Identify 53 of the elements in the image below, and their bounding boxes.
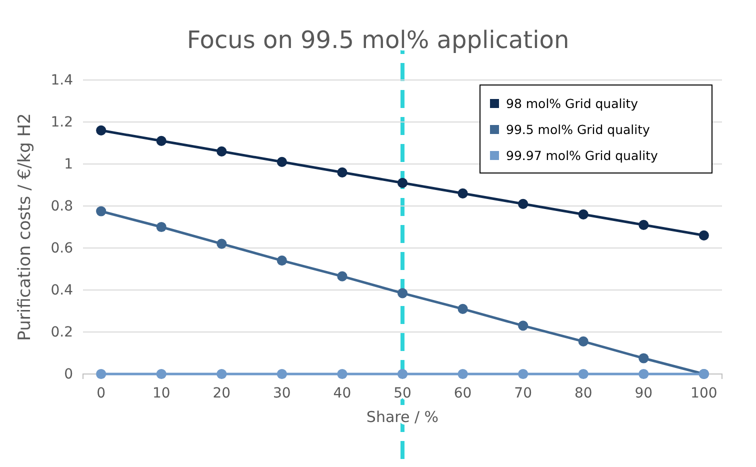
point: [216, 368, 227, 380]
point: [337, 167, 348, 178]
point: [96, 368, 106, 380]
point: [276, 156, 287, 167]
y-tick-label: 1: [64, 156, 73, 172]
y-axis-title: Purification costs / €/kg H2: [15, 113, 35, 341]
point: [578, 368, 588, 380]
x-tick-label: 20: [212, 385, 231, 402]
legend-label: 99.5 mol% Grid quality: [506, 122, 651, 137]
point: [216, 146, 227, 156]
point: [638, 368, 649, 380]
y-tick-label: 1.2: [50, 114, 73, 130]
point: [276, 256, 287, 266]
x-tick-label: 100: [690, 385, 718, 402]
x-tick-label: 30: [273, 385, 291, 402]
point: [397, 288, 408, 298]
x-tick-label: 90: [634, 385, 653, 402]
point: [156, 136, 166, 146]
point: [458, 188, 468, 198]
y-tick-label: 0.4: [50, 282, 74, 298]
legend-label: 99.97 mol% Grid quality: [506, 148, 658, 163]
y-tick-label: 0: [64, 366, 73, 382]
point: [458, 368, 468, 380]
y-tick-label: 0.8: [50, 198, 73, 214]
point: [518, 320, 528, 331]
point: [638, 220, 649, 230]
point: [458, 304, 468, 314]
y-tick-label: 0.6: [50, 240, 74, 256]
point: [638, 353, 649, 364]
point: [156, 368, 166, 380]
point: [518, 368, 528, 380]
point: [337, 271, 348, 282]
point: [578, 209, 588, 220]
point: [96, 206, 106, 216]
point: [96, 125, 106, 136]
y-tick-label: 0.2: [50, 324, 73, 340]
point: [578, 336, 588, 346]
point: [337, 368, 348, 380]
point: [216, 238, 227, 249]
x-tick-label: 70: [514, 385, 532, 402]
x-tick-label: 60: [454, 385, 472, 402]
x-tick-label: 0: [96, 385, 106, 402]
x-tick-label: 10: [152, 385, 170, 402]
x-tick-label: 80: [574, 385, 592, 402]
point: [397, 178, 408, 188]
x-tick-label: 40: [333, 385, 352, 402]
point: [156, 222, 166, 232]
point: [518, 198, 528, 209]
y-tick-label: 1.4: [50, 72, 74, 88]
point: [698, 230, 709, 240]
point: [276, 368, 287, 380]
legend-label: 98 mol% Grid quality: [506, 96, 639, 111]
point: [397, 368, 408, 380]
